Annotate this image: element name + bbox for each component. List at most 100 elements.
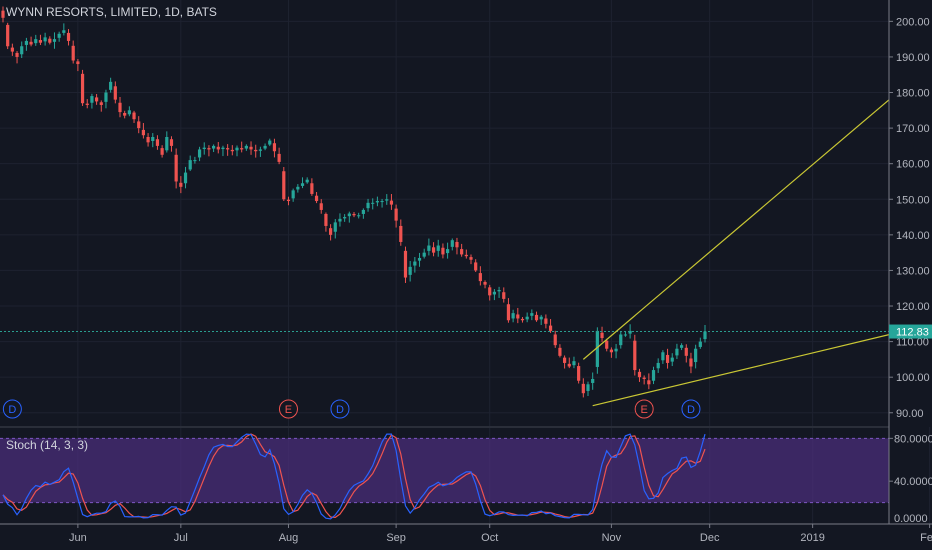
earnings-marker[interactable]: E [634, 399, 654, 419]
time-tick-label: 2019 [800, 532, 824, 544]
price-tick-label: 120.00 [896, 301, 930, 313]
time-tick-label: Nov [602, 532, 622, 544]
candle-body [483, 281, 487, 285]
candle [516, 307, 520, 324]
candle [104, 89, 108, 109]
dividend-marker[interactable]: D [681, 399, 701, 419]
candle-body [460, 249, 464, 255]
candle-body [127, 110, 131, 115]
candle [1, 6, 5, 23]
candle-body [90, 96, 94, 103]
candle [57, 31, 61, 42]
candle [464, 249, 468, 259]
candle-body [165, 136, 169, 151]
earnings-marker[interactable]: E [278, 399, 298, 419]
candle [48, 36, 52, 45]
candle-body [6, 24, 10, 47]
candle-body [385, 199, 389, 201]
candle-body [623, 334, 628, 336]
candle [474, 259, 478, 272]
candle-body [394, 208, 398, 221]
candle [572, 356, 576, 369]
trendlines[interactable] [582, 99, 890, 407]
candle [90, 93, 94, 109]
candle [623, 331, 628, 337]
candle [647, 373, 651, 390]
candle [399, 219, 403, 246]
candle [408, 260, 412, 282]
candle [146, 133, 150, 147]
time-axis[interactable]: Jun Jul Aug Sep Oct Nov Dec 2019 Feb [69, 524, 932, 544]
candle [249, 141, 253, 155]
candle-body [469, 257, 473, 260]
candle-body [441, 247, 445, 255]
time-tick-label: Feb [920, 532, 932, 544]
candle-body [684, 347, 688, 356]
dividend-marker[interactable]: D [330, 399, 350, 419]
candle [563, 355, 567, 369]
last-price-badge: 112.83 [889, 324, 932, 339]
dividend-marker[interactable]: D [2, 399, 22, 419]
candle-body [403, 250, 408, 278]
candle-body [371, 202, 375, 204]
candle [52, 32, 57, 49]
candle [207, 145, 211, 157]
candle-body [34, 39, 38, 44]
event-markers: DEDEDE [2, 399, 932, 419]
candle [680, 343, 684, 351]
candle-body [188, 160, 192, 170]
candle-body [1, 10, 5, 18]
candle [123, 110, 127, 119]
stoch-tick-label: 40.0000 [894, 476, 932, 488]
candle [212, 144, 216, 153]
candle [642, 375, 646, 385]
candle-body [497, 290, 501, 292]
price-tick-label: 110.00 [896, 337, 929, 349]
candle-body [502, 292, 506, 299]
candle [633, 334, 637, 376]
trendline[interactable] [592, 334, 890, 407]
candle-body [670, 357, 674, 362]
candle [483, 280, 487, 289]
candle [455, 237, 459, 255]
candle-body [474, 262, 478, 271]
candle [488, 284, 492, 301]
candle [544, 314, 548, 329]
candle [272, 138, 277, 158]
price-tick-label: 190.00 [896, 52, 930, 64]
candle [403, 246, 408, 283]
candle-body [57, 33, 61, 38]
stoch-k-line [2, 433, 706, 520]
candle [155, 135, 160, 150]
candle-body [506, 304, 511, 321]
candle-body [464, 254, 468, 257]
candle-body [141, 129, 145, 136]
candle [460, 243, 464, 257]
trendline[interactable] [582, 99, 890, 360]
candle-body [455, 241, 459, 248]
candle-body [595, 330, 599, 367]
candle-body [380, 201, 384, 203]
candle-body [703, 331, 707, 340]
candle-body [52, 39, 57, 42]
candle [539, 314, 543, 326]
candle [352, 212, 356, 218]
event-marker-circle [634, 399, 654, 419]
candle [525, 312, 529, 323]
event-marker-circle [330, 399, 350, 419]
price-axis-background[interactable] [889, 0, 932, 427]
candle [319, 199, 323, 214]
candle [282, 167, 286, 201]
candle [310, 178, 314, 196]
candle-body [10, 47, 14, 52]
candle [637, 368, 642, 382]
candle-body [633, 340, 637, 371]
candle-body [478, 273, 482, 282]
candle-body [104, 92, 108, 102]
candle [506, 298, 511, 323]
candle [24, 37, 28, 51]
candle-body [226, 148, 230, 150]
candle [703, 325, 707, 343]
